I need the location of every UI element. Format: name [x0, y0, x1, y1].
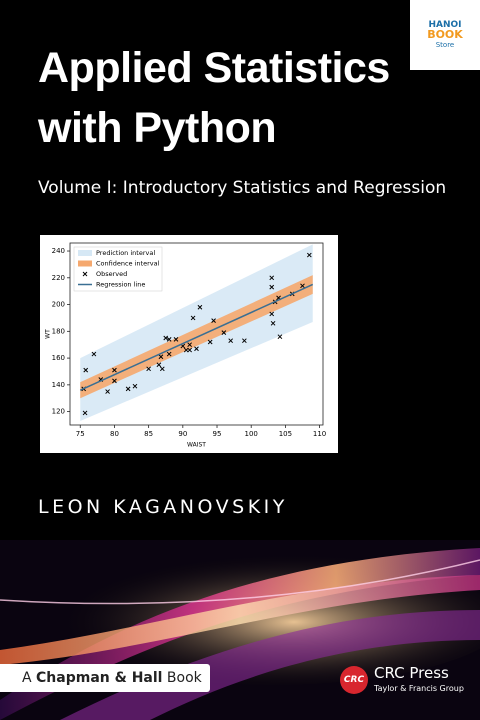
point: [194, 346, 199, 352]
x-tick-label: 110: [313, 430, 326, 438]
point: [228, 338, 234, 344]
plot-frame: [69, 242, 324, 426]
point: [166, 351, 172, 357]
point: [158, 354, 164, 360]
point: [270, 320, 276, 326]
title-line: Applied Statistics: [38, 44, 390, 92]
publisher-group: Taylor & Francis Group: [374, 684, 464, 693]
regression-line: [79, 283, 314, 391]
y-axis-label: WT: [45, 329, 52, 339]
point: [197, 304, 203, 310]
point: [277, 334, 283, 340]
legend-swatch: [82, 271, 88, 277]
chart: 75 80 85 90 95 100 105 110 120 140 160 180 200 220 240…: [45, 242, 326, 449]
x-tick-label: 90: [178, 430, 187, 438]
imprint-part: Chapman & Hall: [36, 670, 163, 686]
x-tick-label: 80: [110, 430, 119, 438]
store-word: BOOK: [427, 28, 463, 41]
y-tick-label: 160: [52, 354, 65, 362]
point: [163, 335, 169, 341]
x-tick-label: 95: [213, 430, 222, 438]
point: [183, 347, 189, 353]
point: [187, 342, 193, 348]
point: [269, 284, 275, 290]
imprint-part: Book: [166, 670, 202, 686]
publisher-logo: CRC: [340, 666, 368, 694]
point: [83, 367, 89, 373]
point: [207, 339, 213, 345]
chart-panel: 75 80 85 90 95 100 105 110 120 140 160 180 200 220 240…: [40, 235, 338, 453]
point: [211, 318, 216, 323]
x-tick-label: 85: [144, 430, 153, 438]
point: [132, 383, 138, 389]
legend-label: Prediction interval: [96, 249, 155, 257]
point: [125, 386, 131, 392]
y-tick-label: 200: [52, 301, 65, 309]
point: [159, 366, 165, 372]
point: [187, 347, 193, 353]
point: [173, 336, 179, 342]
x-axis-label: WAIST: [187, 442, 206, 449]
point: [300, 283, 305, 289]
y-tick-label: 120: [52, 408, 65, 416]
point: [156, 362, 162, 368]
store-word: Store: [435, 41, 455, 49]
point: [306, 252, 312, 258]
legend-label: Regression line: [96, 281, 145, 289]
author: LEON KAGANOVSKIY: [38, 496, 288, 518]
imprint-part: A: [22, 670, 32, 686]
point: [190, 315, 196, 321]
point: [269, 275, 275, 281]
legend-swatch: [78, 260, 92, 267]
legend-swatch: [78, 250, 92, 256]
point: [146, 366, 151, 372]
point: [91, 351, 97, 357]
y-tick-label: 180: [52, 327, 65, 335]
x-tick-label: 100: [245, 430, 258, 438]
imprint: A Chapman & Hall Book: [0, 664, 210, 692]
legend-label: Confidence interval: [96, 260, 160, 268]
x-tick-label: 105: [279, 430, 292, 438]
title-line: with Python: [38, 104, 277, 152]
point: [242, 338, 247, 344]
x-tick-label: 75: [76, 430, 85, 438]
point: [269, 311, 275, 317]
point: [112, 367, 117, 373]
publisher: CRC Press: [374, 664, 449, 682]
y-tick-label: 240: [52, 247, 65, 255]
point: [221, 330, 227, 336]
subtitle: Volume I: Introductory Statistics and Re…: [38, 178, 447, 198]
store-badge: HANOI BOOK Store: [410, 0, 480, 70]
store-word: HANOI: [428, 20, 462, 30]
point: [82, 410, 88, 416]
point: [112, 378, 117, 384]
point: [166, 336, 172, 342]
title: Applied Statistics with Python: [38, 38, 390, 158]
y-tick-label: 220: [52, 274, 65, 282]
legend-label: Observed: [96, 270, 127, 278]
point: [105, 389, 110, 394]
y-tick-label: 140: [52, 381, 65, 389]
